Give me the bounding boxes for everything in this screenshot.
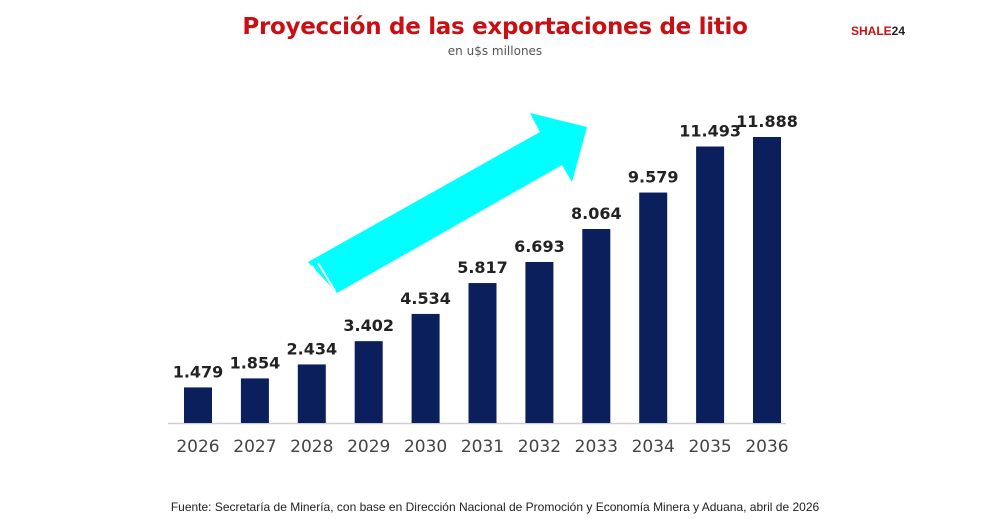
chart-title: Proyección de las exportaciones de litio bbox=[242, 14, 748, 40]
data-label: 1.479 bbox=[173, 362, 224, 381]
x-tick-label: 2028 bbox=[290, 437, 333, 457]
bar-2028 bbox=[297, 364, 326, 423]
bar-2027 bbox=[240, 378, 269, 423]
trend-arrow-icon bbox=[308, 113, 587, 295]
bar-2032 bbox=[525, 261, 554, 423]
data-label: 11.888 bbox=[736, 112, 798, 131]
bar-2029 bbox=[354, 341, 383, 423]
x-tick-label: 2032 bbox=[518, 437, 561, 457]
x-tick-label: 2027 bbox=[233, 437, 276, 457]
bar-2026 bbox=[184, 387, 212, 423]
data-label: 4.534 bbox=[400, 289, 451, 308]
bar-2030 bbox=[411, 313, 440, 423]
bar-2031 bbox=[468, 283, 497, 423]
chart-subtitle: en u$s millones bbox=[447, 44, 543, 58]
data-label: 11.493 bbox=[679, 122, 741, 141]
x-tick-label: 2035 bbox=[688, 437, 731, 457]
bar-2034 bbox=[639, 192, 668, 423]
x-tick-label: 2026 bbox=[176, 437, 219, 457]
data-label: 2.434 bbox=[286, 339, 337, 358]
x-tick-label: 2033 bbox=[575, 437, 618, 457]
data-label: 5.817 bbox=[457, 258, 508, 277]
bar-2036 bbox=[753, 137, 781, 423]
data-label: 1.854 bbox=[230, 353, 281, 372]
bar-2035 bbox=[696, 146, 725, 423]
x-tick-label: 2036 bbox=[745, 437, 788, 457]
source-note: Fuente: Secretaría de Minería, con base … bbox=[170, 500, 820, 514]
data-label: 6.693 bbox=[514, 237, 565, 256]
data-label: 8.064 bbox=[571, 204, 622, 223]
data-label: 9.579 bbox=[628, 168, 679, 187]
bar-2033 bbox=[582, 228, 611, 423]
x-tick-label: 2034 bbox=[632, 437, 675, 457]
x-tick-label: 2029 bbox=[347, 437, 390, 457]
x-tick-label: 2030 bbox=[404, 437, 447, 457]
data-label: 3.402 bbox=[343, 316, 394, 335]
x-tick-label: 2031 bbox=[461, 437, 504, 457]
shale24-logo: SHALE24 bbox=[851, 24, 906, 38]
